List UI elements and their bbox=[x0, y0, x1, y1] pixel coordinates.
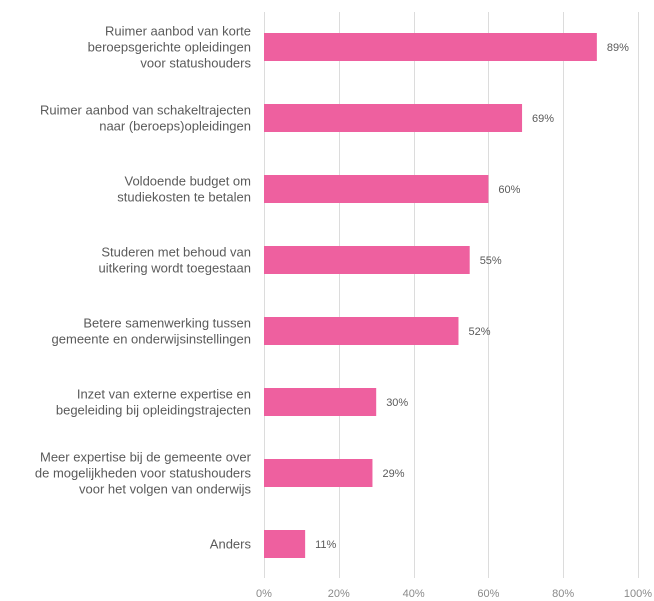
category-labels: Ruimer aanbod van korte beroepsgerichte o… bbox=[35, 24, 252, 552]
x-tick-label: 100% bbox=[624, 588, 652, 600]
bar bbox=[264, 246, 470, 274]
value-labels: 89% 69% 60% 55% 52% 30% 29% 11% bbox=[315, 42, 629, 551]
value-label: 55% bbox=[480, 255, 502, 267]
category-label-line: Ruimer aanbod van korte bbox=[105, 24, 251, 39]
x-tick-label: 60% bbox=[477, 588, 499, 600]
category-label-line: Betere samenwerking tussen bbox=[83, 316, 251, 331]
category-label-line: voor het volgen van onderwijs bbox=[79, 482, 251, 497]
bar bbox=[264, 459, 373, 487]
x-tick-label: 80% bbox=[552, 588, 574, 600]
category-label-line: Inzet van externe expertise en bbox=[77, 387, 251, 402]
x-tick-label: 40% bbox=[403, 588, 425, 600]
x-tick-label: 20% bbox=[328, 588, 350, 600]
x-axis-ticks: 0% 20% 40% 60% 80% 100% bbox=[256, 588, 652, 600]
bar bbox=[264, 530, 306, 558]
category-label: Ruimer aanbod van korte beroepsgerichte o… bbox=[88, 24, 252, 71]
value-label: 52% bbox=[468, 326, 490, 338]
bar bbox=[264, 317, 459, 345]
category-label: Betere samenwerking tussen gemeente en on… bbox=[52, 316, 251, 347]
category-label: Studeren met behoud van uitkering wordt t… bbox=[99, 245, 251, 276]
value-label: 30% bbox=[386, 397, 408, 409]
gridlines bbox=[264, 12, 639, 578]
category-label-line: Ruimer aanbod van schakeltrajecten bbox=[40, 103, 251, 118]
category-label-line: beroepsgerichte opleidingen bbox=[88, 40, 251, 55]
category-label-line: Meer expertise bij de gemeente over bbox=[40, 450, 252, 465]
category-label-line: uitkering wordt toegestaan bbox=[99, 261, 251, 276]
bar bbox=[264, 175, 489, 203]
category-label: Meer expertise bij de gemeente over de mo… bbox=[35, 450, 252, 497]
value-label: 60% bbox=[498, 184, 520, 196]
category-label-line: Anders bbox=[210, 537, 252, 552]
category-label-line: naar (beroeps)opleidingen bbox=[99, 119, 251, 134]
category-label-line: begeleiding bij opleidingstrajecten bbox=[56, 403, 251, 418]
value-label: 11% bbox=[315, 539, 336, 551]
bars bbox=[264, 33, 597, 558]
category-label-line: gemeente en onderwijsinstellingen bbox=[52, 332, 251, 347]
category-label: Ruimer aanbod van schakeltrajecten naar (… bbox=[40, 103, 251, 134]
x-tick-label: 0% bbox=[256, 588, 272, 600]
bar bbox=[264, 388, 377, 416]
category-label-line: Studeren met behoud van bbox=[101, 245, 251, 260]
category-label-line: de mogelijkheden voor statushouders bbox=[35, 466, 252, 481]
category-label: Anders bbox=[210, 537, 252, 552]
category-label-line: voor statushouders bbox=[140, 56, 251, 71]
value-label: 69% bbox=[532, 113, 554, 125]
value-label: 89% bbox=[607, 42, 629, 54]
bar bbox=[264, 33, 597, 61]
value-label: 29% bbox=[382, 468, 404, 480]
category-label-line: Voldoende budget om bbox=[125, 174, 252, 189]
category-label: Voldoende budget om studiekosten te betal… bbox=[117, 174, 251, 205]
category-label: Inzet van externe expertise en begeleidin… bbox=[56, 387, 251, 418]
category-label-line: studiekosten te betalen bbox=[117, 190, 251, 205]
bar bbox=[264, 104, 523, 132]
